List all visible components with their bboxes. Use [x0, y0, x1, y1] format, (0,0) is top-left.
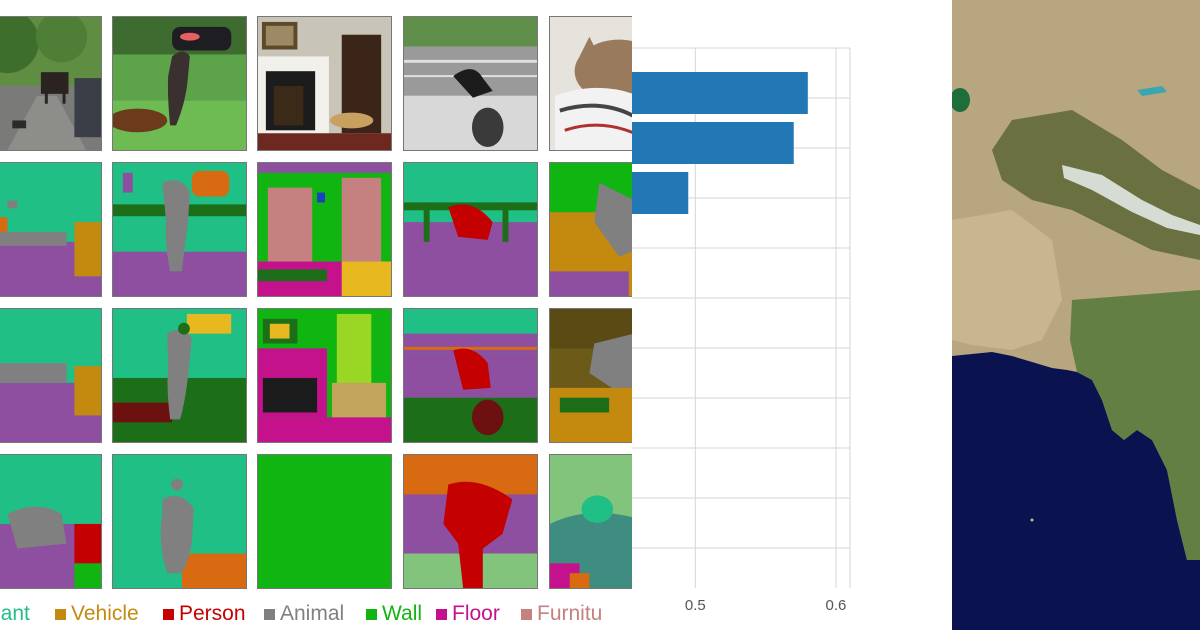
- bar-chart: 0.5 0.6: [632, 0, 880, 630]
- photo-skateboarder: [403, 16, 538, 151]
- legend-label-floor: Floor: [452, 602, 500, 625]
- legend-item-plant: lant: [0, 602, 30, 626]
- photo-living-room: [257, 16, 392, 151]
- segmentation-frisbee-dog-a: [112, 162, 247, 297]
- segmentation-skateboarder-a: [403, 162, 538, 297]
- legend-swatch-furniture: [521, 609, 532, 620]
- green-lowlands: [1070, 290, 1200, 560]
- legend-label-plant: lant: [0, 602, 30, 625]
- legend-item-furniture: Furnitu: [521, 602, 602, 626]
- segmentation-street-c: [0, 454, 102, 589]
- island: [1030, 518, 1034, 522]
- legend-swatch-animal: [264, 609, 275, 620]
- segmentation-frisbee-dog-c: [112, 454, 247, 589]
- chart-bars: [632, 72, 808, 214]
- legend-label-wall: Wall: [382, 602, 423, 625]
- photo-frisbee-dog: [112, 16, 247, 151]
- legend-label-furniture: Furnitu: [537, 602, 603, 625]
- legend-swatch-floor: [436, 609, 447, 620]
- x-tick-label: 0.6: [826, 597, 847, 614]
- segmentation-cat-on-shoe-b: [549, 308, 632, 443]
- legend-item-floor: Floor: [436, 602, 500, 626]
- bar-chart-svg: 0.5 0.6: [632, 47, 851, 614]
- legend-item-person: Person: [163, 602, 246, 626]
- arid-region: [952, 210, 1062, 350]
- lake-caspian: [952, 88, 970, 112]
- legend-swatch-vehicle: [55, 609, 66, 620]
- satellite-map: [952, 0, 1200, 630]
- segmentation-street-a: [0, 162, 102, 297]
- segmentation-skateboarder-b: [403, 308, 538, 443]
- legend-swatch-person: [163, 609, 174, 620]
- legend-label-animal: Animal: [280, 602, 345, 625]
- segmentation-cat-on-shoe-c: [549, 454, 632, 589]
- segmentation-street-b: [0, 308, 102, 443]
- legend-item-animal: Animal: [264, 602, 344, 626]
- segmentation-frisbee-dog-b: [112, 308, 247, 443]
- segmentation-figure: lant Vehicle Person Animal Wall Floor Fu…: [0, 16, 632, 626]
- legend-label-person: Person: [179, 602, 246, 625]
- segmentation-living-room-a: [257, 162, 392, 297]
- segmentation-living-room-b: [257, 308, 392, 443]
- legend-swatch-wall: [366, 609, 377, 620]
- bar-2: [632, 122, 794, 164]
- satellite-map-svg: [952, 0, 1200, 630]
- segmentation-cat-on-shoe-a: [549, 162, 632, 297]
- segmentation-skateboarder-c: [403, 454, 538, 589]
- bar-3: [632, 172, 689, 214]
- snow-peaks: [1062, 165, 1200, 235]
- legend-item-vehicle: Vehicle: [55, 602, 139, 626]
- chart-x-ticks: 0.5 0.6: [685, 597, 847, 614]
- photo-street: [0, 16, 102, 151]
- photo-cat-on-shoe: [549, 16, 632, 151]
- x-tick-label: 0.5: [685, 597, 706, 614]
- lake-balkhash: [1137, 86, 1167, 96]
- bar-1: [632, 72, 808, 114]
- segmentation-living-room-c: [257, 454, 392, 589]
- legend-label-vehicle: Vehicle: [71, 602, 139, 625]
- legend-item-wall: Wall: [366, 602, 422, 626]
